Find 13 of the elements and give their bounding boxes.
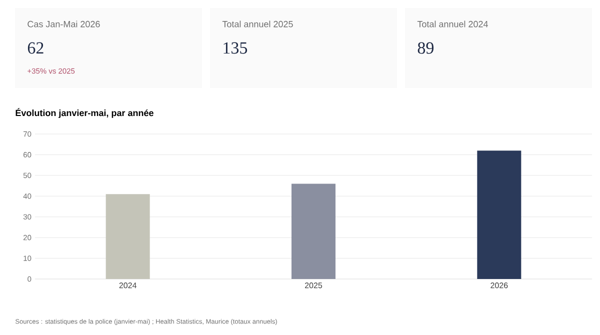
data-label: 62 — [28, 42, 44, 54]
chart-title: Évolution janvier-mai, par année — [16, 108, 154, 118]
data-label: 135 — [224, 42, 248, 54]
data-label: 89 — [418, 42, 434, 54]
category-label: Total annuel 2024 — [417, 20, 488, 28]
x-tick-label: 2024 — [119, 282, 136, 288]
bar — [477, 150, 522, 279]
x-tick-label: 2026 — [490, 282, 508, 288]
bar — [106, 194, 150, 279]
x-tick-label: 2025 — [305, 282, 322, 288]
bar — [292, 184, 336, 279]
category-label: Total annuel 2025 — [222, 20, 293, 28]
category-label: Cas Jan-Mai 2026 — [28, 20, 100, 28]
